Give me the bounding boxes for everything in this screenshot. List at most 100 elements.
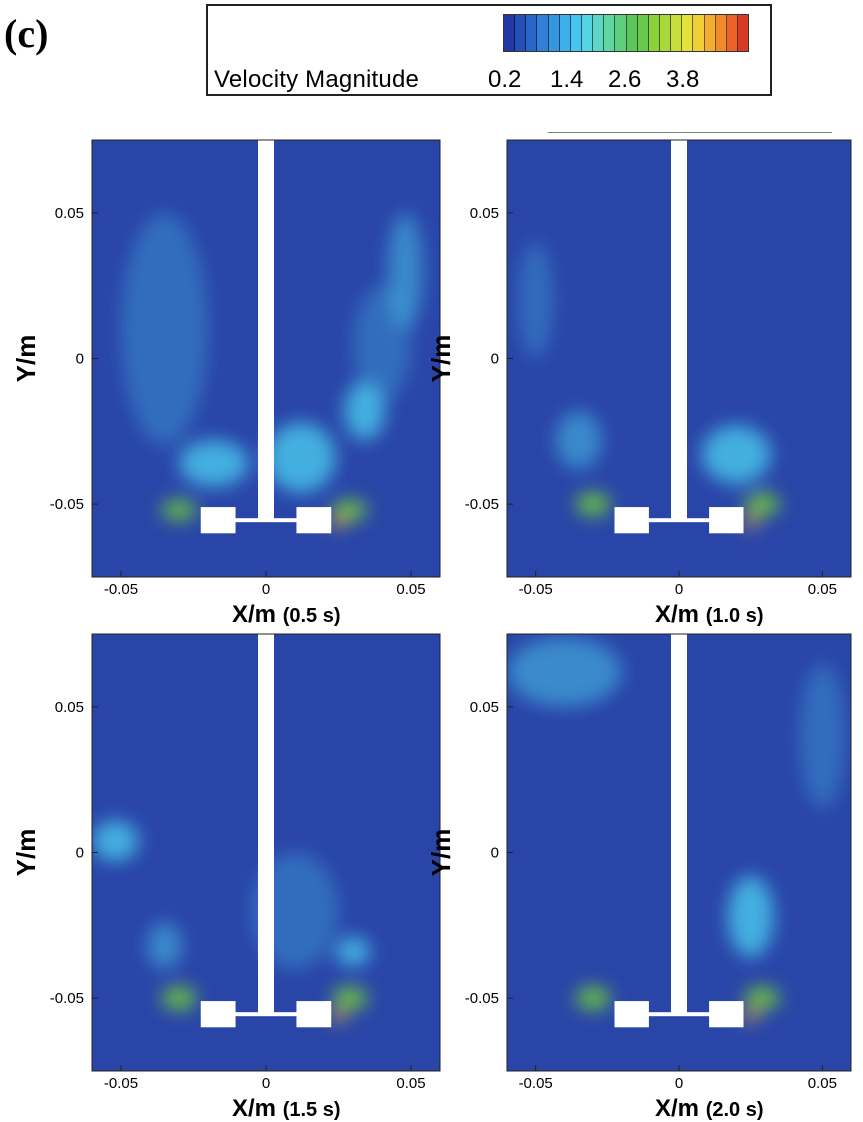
colorbar-segment-17: [693, 15, 705, 51]
legend-tick-3: 3.8: [666, 66, 700, 93]
velocity-region-green: [161, 986, 197, 1010]
x-axis-label: X/m (1.0 s): [655, 601, 764, 628]
colorbar-segment-4: [548, 15, 560, 51]
y-tick-label: 0.05: [470, 205, 499, 222]
colorbar-segment-2: [526, 15, 538, 51]
velocity-region-faint: [799, 663, 846, 809]
impeller-disk: [218, 1012, 314, 1017]
x-tick-label: 0.05: [808, 581, 837, 598]
x-tick-label: 0.05: [396, 1075, 425, 1092]
legend-tick-2: 2.6: [608, 66, 642, 93]
colorbar-segment-12: [637, 15, 649, 51]
velocity-field: [507, 636, 846, 1022]
velocity-region-cyan: [727, 875, 774, 958]
impeller-blade: [200, 507, 236, 534]
x-tick-label: -0.05: [104, 1075, 138, 1092]
velocity-region-light: [507, 636, 622, 707]
velocity-region-hot: [743, 1009, 758, 1022]
y-tick-label: 0: [76, 845, 84, 862]
impeller-shaft: [671, 634, 687, 1015]
x-axis-label: X/m (1.5 s): [232, 1095, 341, 1122]
x-axis-label: X/m (2.0 s): [655, 1095, 764, 1122]
x-tick-label: -0.05: [519, 581, 553, 598]
velocity-region-hot: [331, 1009, 346, 1022]
impeller-blade: [614, 1001, 649, 1028]
y-tick-label: -0.05: [465, 990, 499, 1007]
colorbar-segment-6: [570, 15, 582, 51]
x-axis-title: X/m: [232, 1095, 283, 1122]
colorbar: [503, 14, 749, 52]
y-tick-label: -0.05: [50, 990, 84, 1007]
impeller-blade: [709, 507, 744, 534]
x-tick-label: 0: [675, 581, 683, 598]
legend-tick-1: 1.4: [550, 66, 584, 93]
impeller-blade: [200, 1001, 236, 1028]
impeller-disk: [631, 518, 727, 523]
velocity-field: [121, 212, 423, 528]
y-tick-label: -0.05: [50, 496, 84, 513]
colorbar-segment-0: [504, 15, 516, 51]
plot-panel-1: -0.05 0 0.05 0.05 0 -0.05 X/m (1.0 s) Y/m: [426, 139, 852, 628]
plot-panel-0: -0.05 0 0.05 0.05 0 -0.05 X/m (0.5 s) Y/m: [11, 139, 441, 628]
x-tick-label: 0: [262, 1075, 270, 1092]
velocity-region-faint: [353, 285, 411, 403]
colorbar-segment-15: [671, 15, 683, 51]
y-axis-label: Y/m: [426, 335, 456, 383]
velocity-region-green: [575, 986, 611, 1010]
colorbar-segment-21: [737, 15, 749, 51]
colorbar-segment-18: [704, 15, 716, 51]
x-tick-label: -0.05: [519, 1075, 553, 1092]
velocity-region-cyan: [92, 820, 139, 862]
impeller-blade: [296, 1001, 332, 1028]
x-tick-label: 0: [262, 581, 270, 598]
impeller-disk: [631, 1012, 727, 1017]
y-tick-label: 0.05: [55, 205, 84, 222]
velocity-region-light: [555, 410, 602, 470]
colorbar-segment-5: [559, 15, 571, 51]
colorbar-segment-13: [648, 15, 660, 51]
x-axis-label: X/m (0.5 s): [232, 601, 341, 628]
velocity-region-green: [744, 986, 780, 1010]
x-tick-label: 0.05: [396, 581, 425, 598]
plot-panel-2: -0.05 0 0.05 0.05 0 -0.05 X/m (1.5 s) Y/m: [11, 633, 441, 1122]
velocity-region-light: [147, 922, 182, 970]
impeller: [614, 634, 744, 1028]
velocity-region-cyan: [266, 422, 336, 493]
colorbar-segment-11: [626, 15, 638, 51]
velocity-region-hot: [743, 515, 758, 528]
time-label: (2.0 s): [706, 1099, 764, 1121]
colorbar-segment-3: [537, 15, 549, 51]
x-axis-title: X/m: [655, 1095, 706, 1122]
impeller-shaft: [671, 140, 687, 521]
y-tick-label: 0: [491, 351, 499, 368]
colorbar-segment-1: [515, 15, 527, 51]
y-tick-label: 0: [76, 351, 84, 368]
legend-tick-0: 0.2: [488, 66, 522, 93]
velocity-region-faint: [518, 241, 553, 359]
impeller: [200, 634, 332, 1028]
x-tick-label: 0.05: [808, 1075, 837, 1092]
colorbar-segment-14: [659, 15, 672, 51]
impeller-shaft: [258, 140, 274, 521]
colorbar-legend: Velocity Magnitude 0.2 1.4 2.6 3.8: [206, 4, 772, 96]
legend-title: Velocity Magnitude: [214, 66, 420, 93]
time-label: (1.0 s): [706, 605, 764, 627]
colorbar-segment-16: [682, 15, 694, 51]
x-axis-title: X/m: [232, 601, 283, 628]
y-axis-label: Y/m: [426, 829, 456, 877]
plot-panel-3: -0.05 0 0.05 0.05 0 -0.05 X/m (2.0 s) Y/m: [426, 633, 852, 1122]
panel-label: (c): [4, 11, 49, 56]
impeller-blade: [296, 507, 332, 534]
velocity-region-cyan: [179, 440, 249, 487]
colorbar-segment-19: [715, 15, 727, 51]
x-tick-label: -0.05: [104, 581, 138, 598]
velocity-region-green: [332, 499, 368, 521]
y-tick-label: 0.05: [55, 699, 84, 716]
time-label: (0.5 s): [283, 605, 341, 627]
impeller: [614, 140, 744, 534]
y-tick-label: 0.05: [470, 699, 499, 716]
time-label: (1.5 s): [283, 1099, 341, 1121]
x-tick-label: 0: [675, 1075, 683, 1092]
velocity-region-cyan: [335, 936, 371, 967]
velocity-region-green: [332, 986, 368, 1010]
